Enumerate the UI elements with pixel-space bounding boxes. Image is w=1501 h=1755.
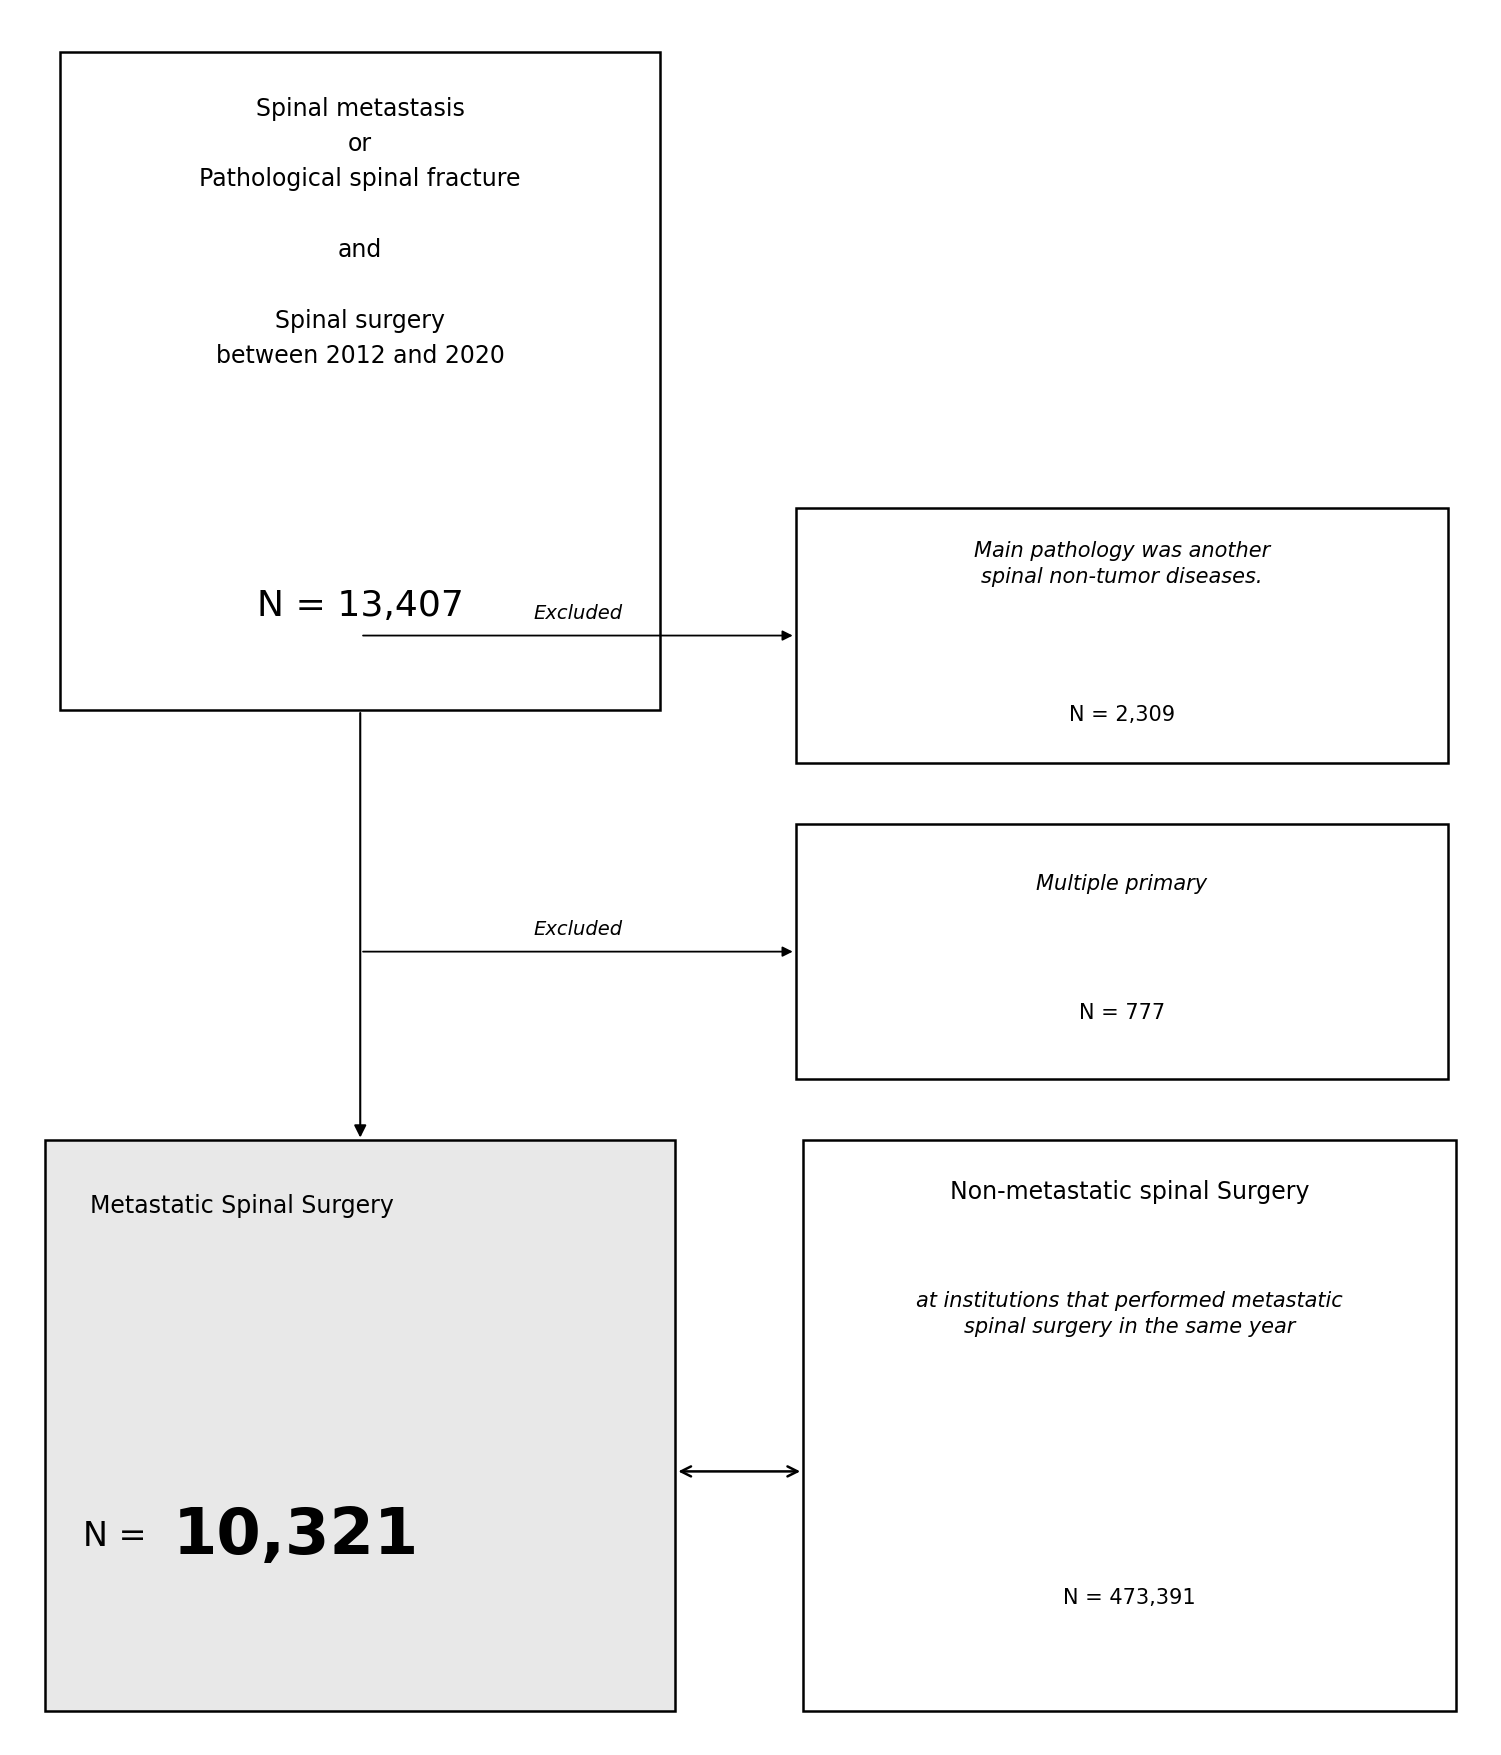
Text: N = 473,391: N = 473,391 [1063,1587,1196,1608]
Text: Main pathology was another
spinal non-tumor diseases.: Main pathology was another spinal non-tu… [974,541,1270,586]
Text: N = 13,407: N = 13,407 [257,588,464,623]
Text: Spinal metastasis
or
Pathological spinal fracture

and

Spinal surgery
between 2: Spinal metastasis or Pathological spinal… [200,97,521,369]
Text: N = 777: N = 777 [1079,1002,1165,1023]
Text: Excluded: Excluded [533,604,623,623]
FancyBboxPatch shape [796,509,1448,763]
Text: Multiple primary: Multiple primary [1036,874,1208,893]
Text: N = 2,309: N = 2,309 [1069,704,1175,725]
FancyBboxPatch shape [796,825,1448,1079]
FancyBboxPatch shape [45,1141,675,1711]
Text: N =: N = [83,1520,156,1551]
Text: Excluded: Excluded [533,920,623,937]
Text: at institutions that performed metastatic
spinal surgery in the same year: at institutions that performed metastati… [916,1290,1343,1336]
Text: Non-metastatic spinal Surgery: Non-metastatic spinal Surgery [950,1179,1309,1204]
FancyBboxPatch shape [60,53,660,711]
Text: Metastatic Spinal Surgery: Metastatic Spinal Surgery [90,1193,393,1218]
Text: 10,321: 10,321 [173,1504,419,1567]
FancyBboxPatch shape [803,1141,1456,1711]
